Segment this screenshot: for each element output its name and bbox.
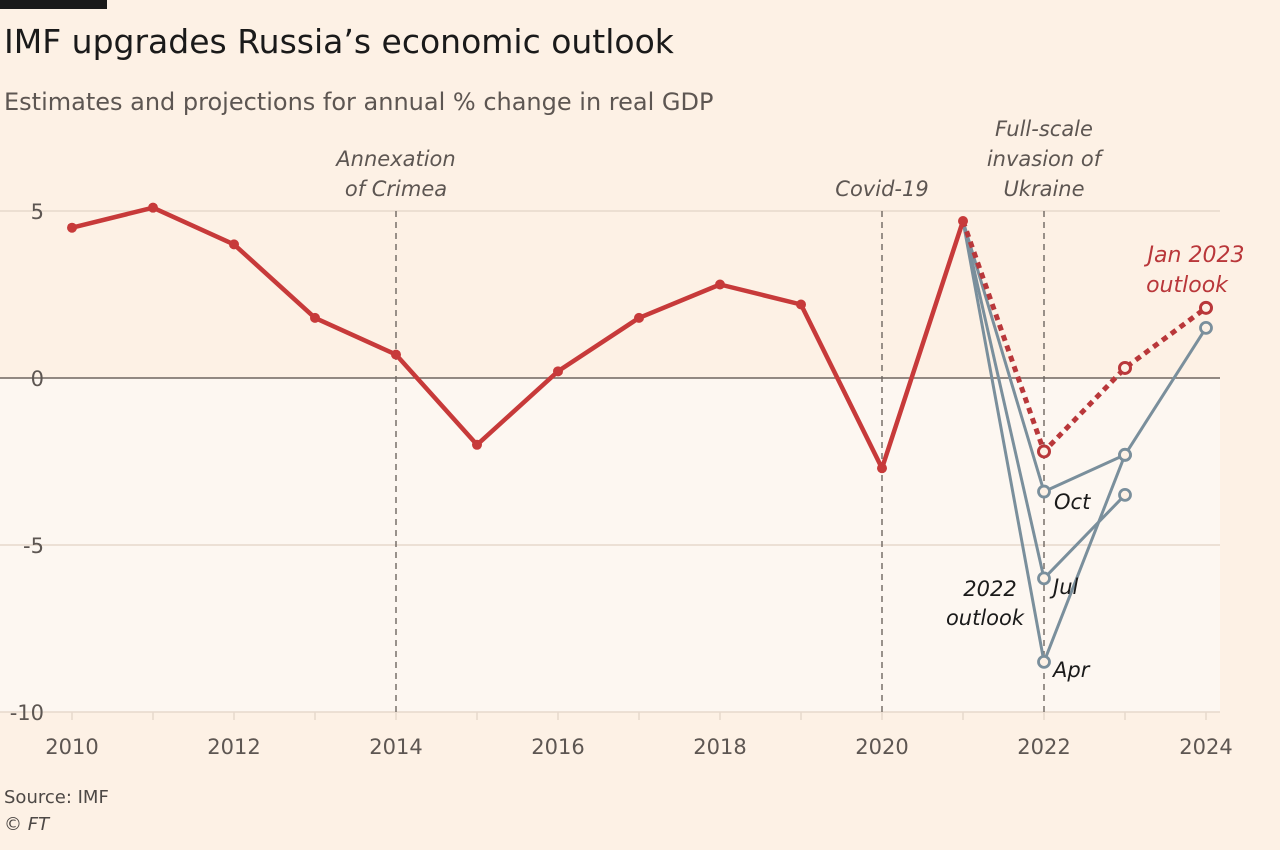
data-point-historical — [715, 279, 725, 290]
x-tick-label: 2020 — [855, 735, 908, 759]
data-point-oct — [1037, 484, 1051, 499]
series-line-apr — [961, 220, 1208, 664]
x-tick-label: 2010 — [45, 735, 98, 759]
x-tick-label: 2018 — [693, 735, 746, 759]
source-note: Source: IMF — [4, 787, 109, 808]
data-point-historical — [391, 349, 401, 360]
data-point-historical — [67, 222, 77, 233]
event-label: Covid-19 — [835, 177, 928, 201]
x-tick-label: 2012 — [207, 735, 260, 759]
data-point-apr — [1037, 655, 1051, 669]
event-label: Full-scale — [995, 117, 1093, 141]
series-line-historical — [71, 205, 966, 471]
event-label: Ukraine — [1003, 177, 1084, 201]
brand-top-bar — [0, 0, 107, 9]
jul-label: Jul — [1049, 575, 1079, 599]
outlook-2022-label: 2022 — [963, 577, 1016, 601]
data-point-historical — [958, 216, 968, 227]
data-point-jan-2023-outlook — [1199, 300, 1213, 315]
data-point-historical — [877, 463, 887, 474]
oct-label: Oct — [1054, 490, 1091, 514]
x-tick-label: 2024 — [1179, 735, 1232, 759]
copyright-symbol: © — [4, 814, 22, 835]
y-tick-label: -5 — [23, 534, 44, 558]
x-tick-label: 2014 — [369, 735, 422, 759]
y-tick-label: 5 — [31, 200, 44, 224]
series-line-jan-2023-outlook — [960, 220, 1208, 457]
data-point-historical — [310, 312, 320, 323]
data-point-jan-2023-outlook — [1037, 444, 1051, 459]
chart-subtitle: Estimates and projections for annual % c… — [4, 88, 714, 116]
data-point-apr — [1199, 320, 1213, 335]
data-point-historical — [553, 366, 563, 377]
x-tick-label: 2022 — [1017, 735, 1070, 759]
copyright-org: FT — [27, 814, 50, 835]
jan-2023-label: Jan 2023 — [1144, 243, 1245, 268]
x-tick-label: 2016 — [531, 735, 584, 759]
outlook-2022-label: outlook — [946, 606, 1025, 630]
chart-title: IMF upgrades Russia’s economic outlook — [4, 22, 674, 61]
apr-label: Apr — [1051, 658, 1091, 682]
data-point-apr — [1118, 447, 1132, 462]
data-point-historical — [229, 239, 239, 250]
copyright-note: © FT — [4, 814, 49, 835]
data-point-historical — [472, 439, 482, 450]
event-label: Annexation — [334, 147, 455, 171]
y-tick-label: -10 — [10, 701, 44, 725]
jan-2023-label: outlook — [1146, 273, 1229, 298]
event-label: of Crimea — [345, 177, 447, 201]
data-point-jul — [1118, 487, 1132, 502]
data-point-historical — [148, 202, 158, 213]
y-tick-label: 0 — [31, 367, 44, 391]
data-point-jan-2023-outlook — [1118, 360, 1132, 375]
data-point-historical — [796, 299, 806, 310]
data-point-jul — [1037, 571, 1051, 586]
event-label: invasion of — [987, 147, 1105, 171]
data-point-historical — [634, 312, 644, 323]
